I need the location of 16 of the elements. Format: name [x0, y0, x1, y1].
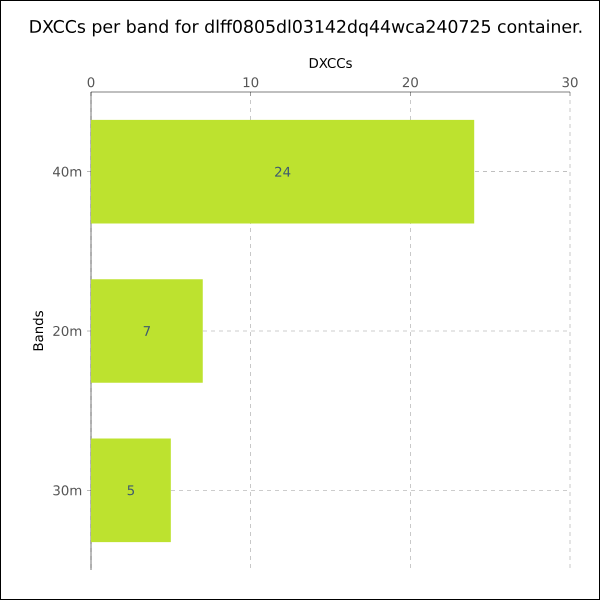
chart-title: DXCCs per band for dlff0805dl03142dq44wca240725 container. — [30, 20, 582, 36]
x-tick-label: 0 — [88, 77, 94, 88]
y-tick-label: 20m — [53, 326, 82, 336]
data-label: 7 — [144, 326, 150, 336]
x-tick-label: 10 — [244, 77, 258, 88]
data-label: 24 — [275, 166, 290, 177]
y-tick-label: 30m — [53, 485, 82, 496]
y-axis-title: Bands — [32, 311, 44, 350]
bar — [91, 279, 203, 383]
bar — [91, 438, 171, 542]
data-label: 5 — [128, 485, 134, 496]
x-tick-label: 30 — [562, 77, 578, 88]
y-tick-label: 40m — [52, 166, 82, 177]
bar — [91, 120, 474, 224]
x-tick-label: 20 — [402, 77, 418, 88]
x-axis-title: DXCCs — [310, 58, 352, 68]
